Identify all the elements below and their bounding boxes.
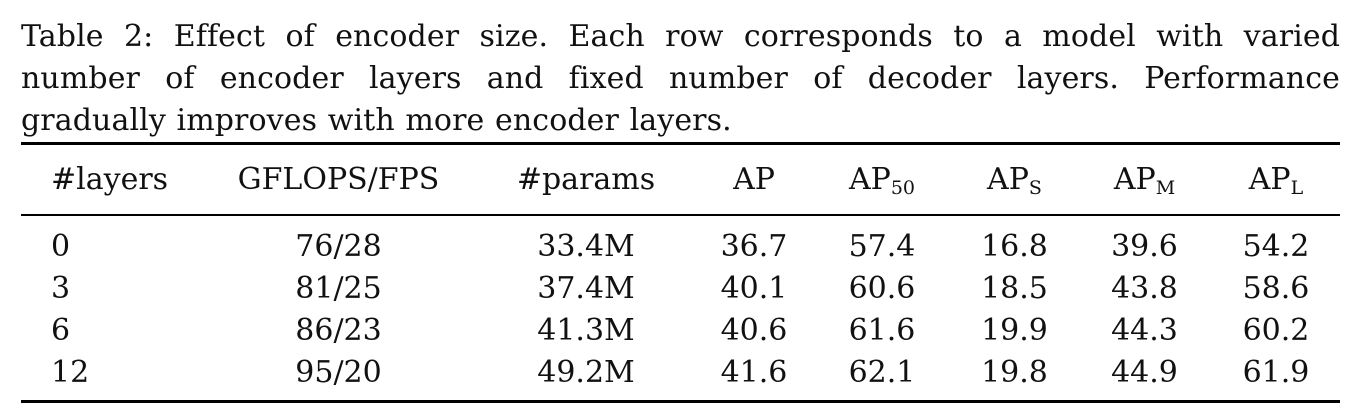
- cell-ap50: 61.6: [848, 312, 916, 348]
- header-ap50: AP50: [848, 162, 916, 199]
- cell-ap50: 60.6: [848, 270, 916, 306]
- table-row: 12 95/20 49.2M 41.6 62.1 19.8 44.9 61.9: [21, 352, 1340, 400]
- cell-layers: 0: [51, 228, 71, 264]
- cell-apm: 44.3: [1111, 312, 1178, 348]
- table-caption: Table 2: Effect of encoder size. Each ro…: [21, 19, 1340, 138]
- header-apl: APL: [1248, 162, 1304, 199]
- bottom-rule: [21, 399, 1340, 403]
- cell-params: 33.4M: [537, 228, 635, 264]
- top-rule: [21, 142, 1340, 145]
- cell-ap: 36.7: [720, 228, 788, 264]
- cell-apl: 60.2: [1242, 312, 1310, 348]
- cell-layers: 12: [51, 354, 90, 390]
- encoder-size-table-body: 0 76/28 33.4M 36.7 57.4 16.8 39.6 54.2 3…: [21, 216, 1340, 400]
- header-ap: AP: [733, 162, 775, 197]
- header-layers: #layers: [51, 162, 169, 197]
- table-row: 0 76/28 33.4M 36.7 57.4 16.8 39.6 54.2: [21, 216, 1340, 268]
- cell-ap: 41.6: [720, 354, 788, 390]
- cell-gflops-fps: 81/25: [295, 270, 382, 306]
- results-table-container: #layers GFLOPS/FPS #params AP AP50 APS A…: [21, 142, 1340, 403]
- header-rule: [21, 214, 1340, 216]
- cell-ap50: 57.4: [848, 228, 916, 264]
- cell-apm: 44.9: [1111, 354, 1178, 390]
- table-row: 6 86/23 41.3M 40.6 61.6 19.9 44.3 60.2: [21, 310, 1340, 352]
- header-row: #layers GFLOPS/FPS #params AP AP50 APS A…: [21, 145, 1340, 214]
- cell-ap50: 62.1: [848, 354, 916, 390]
- cell-gflops-fps: 86/23: [295, 312, 382, 348]
- cell-ap: 40.1: [720, 270, 788, 306]
- encoder-size-table: #layers GFLOPS/FPS #params AP AP50 APS A…: [21, 145, 1340, 214]
- cell-apl: 61.9: [1242, 354, 1310, 390]
- cell-gflops-fps: 76/28: [295, 228, 382, 264]
- table-row: 3 81/25 37.4M 40.1 60.6 18.5 43.8 58.6: [21, 268, 1340, 310]
- cell-params: 41.3M: [537, 312, 635, 348]
- header-aps: APS: [987, 162, 1042, 199]
- cell-apm: 43.8: [1111, 270, 1178, 306]
- cell-ap: 40.6: [720, 312, 788, 348]
- cell-layers: 6: [51, 312, 71, 348]
- cell-params: 37.4M: [537, 270, 635, 306]
- header-apm: APM: [1113, 162, 1176, 199]
- cell-params: 49.2M: [537, 354, 635, 390]
- header-gflops-fps: GFLOPS/FPS: [237, 162, 440, 197]
- cell-aps: 19.8: [981, 354, 1048, 390]
- cell-aps: 18.5: [981, 270, 1048, 306]
- cell-layers: 3: [51, 270, 71, 306]
- cell-aps: 19.9: [981, 312, 1048, 348]
- cell-apl: 54.2: [1242, 228, 1310, 264]
- cell-aps: 16.8: [981, 228, 1048, 264]
- cell-apl: 58.6: [1242, 270, 1310, 306]
- header-params: #params: [516, 162, 656, 197]
- cell-apm: 39.6: [1111, 228, 1178, 264]
- cell-gflops-fps: 95/20: [295, 354, 382, 390]
